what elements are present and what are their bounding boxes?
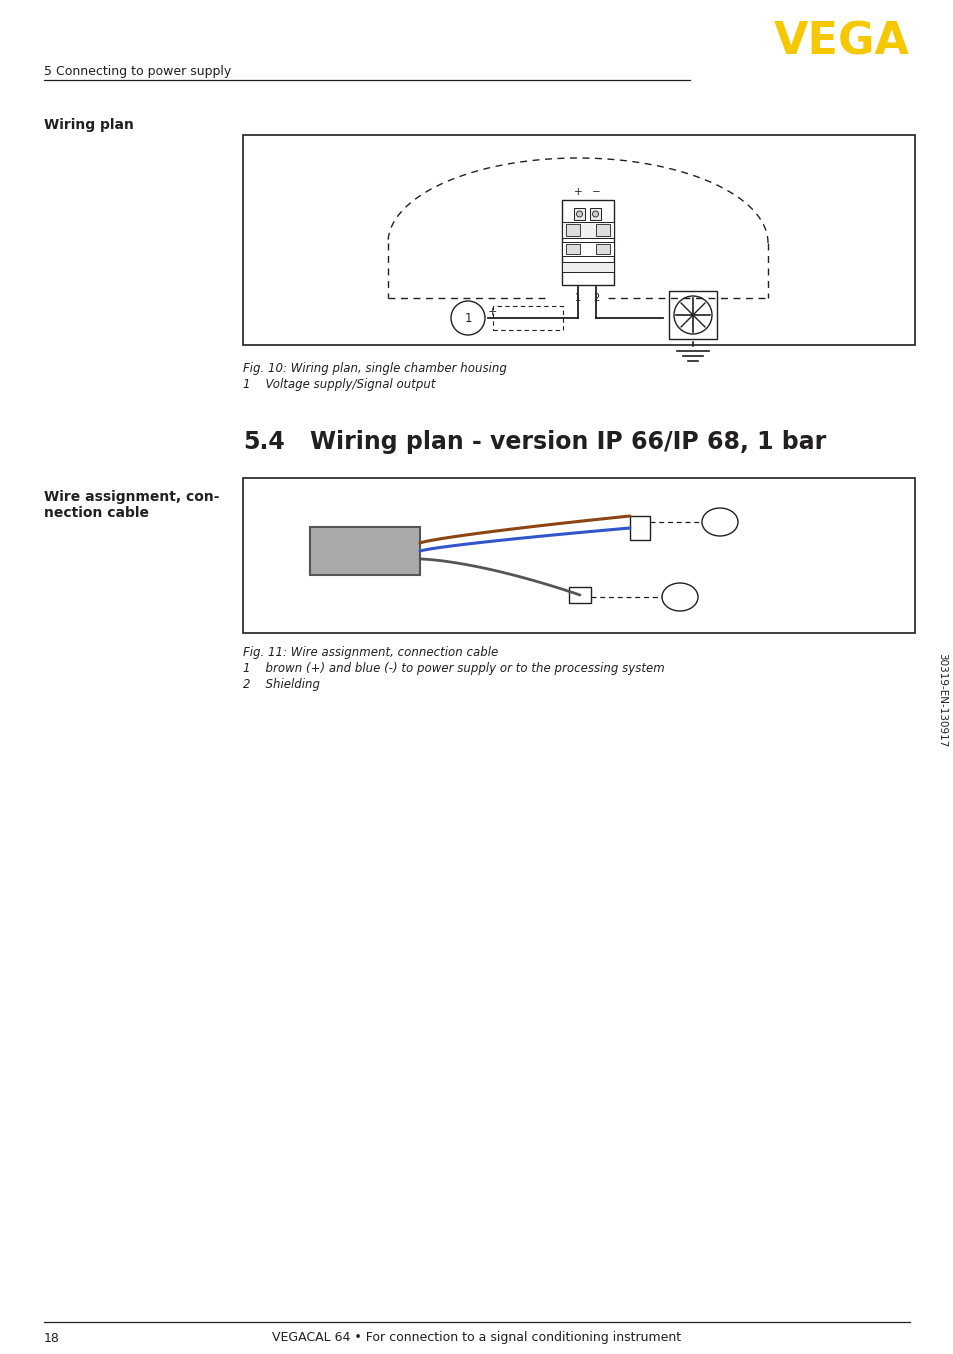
Bar (310, 527, 419, 575)
Text: 5 Connecting to power supply: 5 Connecting to power supply (44, 65, 231, 79)
Text: 30319-EN-130917: 30319-EN-130917 (936, 653, 946, 747)
Circle shape (576, 211, 582, 217)
Text: +: + (488, 307, 497, 317)
Bar (596, 244, 609, 255)
Text: 1: 1 (464, 311, 471, 325)
Bar (243, 478, 914, 634)
Text: 5.4: 5.4 (243, 431, 284, 454)
Bar (561, 263, 614, 272)
Text: Wire assignment, con-: Wire assignment, con- (44, 490, 219, 504)
Bar (561, 200, 614, 284)
Bar (565, 223, 579, 236)
Text: VEGACAL 64 • For connection to a signal conditioning instrument: VEGACAL 64 • For connection to a signal … (273, 1331, 680, 1345)
Text: 1    brown (+) and blue (-) to power supply or to the processing system: 1 brown (+) and blue (-) to power supply… (243, 662, 664, 676)
Text: 2: 2 (592, 292, 598, 303)
Bar (568, 588, 590, 603)
Bar (561, 222, 614, 238)
Circle shape (673, 297, 711, 334)
Text: VEGA: VEGA (773, 20, 909, 64)
Text: 1: 1 (575, 292, 580, 303)
Text: −: − (591, 187, 599, 196)
Bar (589, 209, 600, 219)
Text: +: + (573, 187, 581, 196)
Bar (243, 135, 914, 345)
Text: Fig. 11: Wire assignment, connection cable: Fig. 11: Wire assignment, connection cab… (243, 646, 497, 659)
Circle shape (592, 211, 598, 217)
Ellipse shape (661, 584, 698, 611)
Bar (561, 242, 614, 256)
Bar (629, 516, 649, 540)
Bar (493, 306, 562, 330)
Text: Fig. 10: Wiring plan, single chamber housing: Fig. 10: Wiring plan, single chamber hou… (243, 362, 506, 375)
Text: Wiring plan: Wiring plan (44, 118, 133, 131)
Text: 2    Shielding: 2 Shielding (243, 678, 319, 691)
Circle shape (451, 301, 484, 334)
Ellipse shape (701, 508, 738, 536)
Bar (565, 244, 579, 255)
Bar (596, 223, 609, 236)
Text: nection cable: nection cable (44, 506, 149, 520)
Bar (574, 209, 584, 219)
Bar (668, 291, 717, 338)
Text: 1    Voltage supply/Signal output: 1 Voltage supply/Signal output (243, 378, 435, 391)
Text: Wiring plan - version IP 66/IP 68, 1 bar: Wiring plan - version IP 66/IP 68, 1 bar (310, 431, 825, 454)
Text: 18: 18 (44, 1331, 60, 1345)
